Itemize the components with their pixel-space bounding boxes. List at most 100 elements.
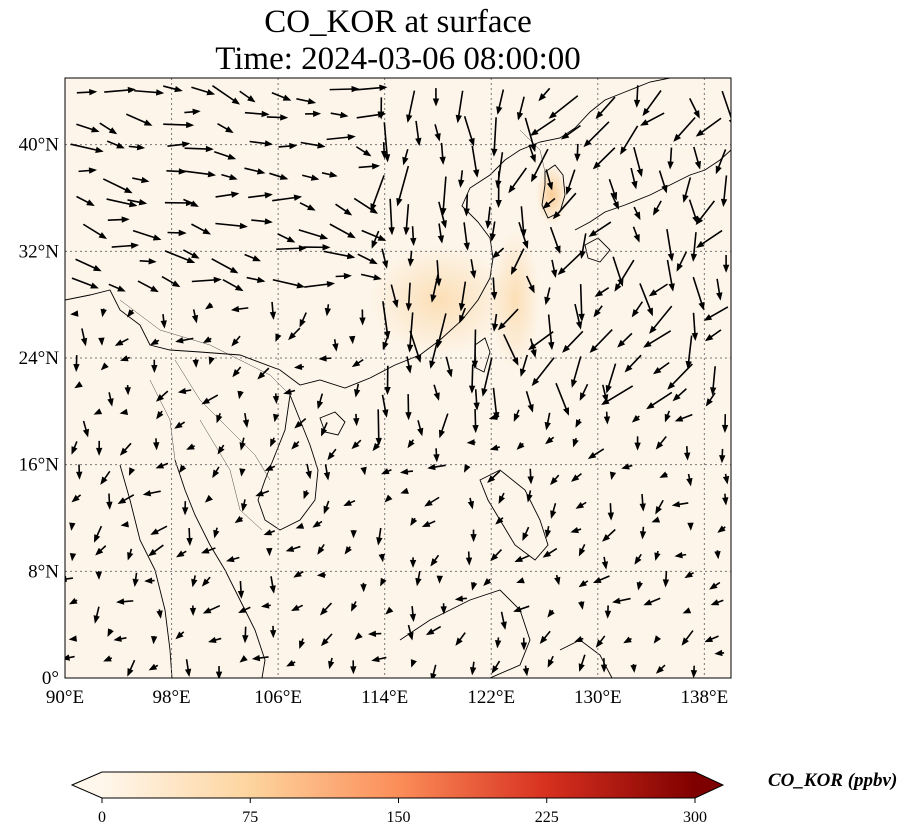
wind-vector-head bbox=[229, 266, 239, 274]
wind-vector-head bbox=[208, 356, 215, 366]
wind-vector-head bbox=[360, 584, 367, 593]
wind-vector-head bbox=[347, 231, 356, 239]
lat-tick-label: 32°N bbox=[19, 241, 60, 262]
wind-vector-head bbox=[720, 198, 728, 208]
wind-vector-head bbox=[646, 402, 655, 410]
wind-vector-head bbox=[239, 655, 248, 663]
wind-vector-head bbox=[407, 631, 414, 641]
wind-vector-head bbox=[100, 308, 107, 318]
wind-vector-head bbox=[149, 338, 159, 346]
wind-vector-head bbox=[232, 368, 240, 378]
wind-vector-head bbox=[348, 335, 356, 345]
wind-vector-head bbox=[436, 575, 443, 584]
wind-vector-head bbox=[317, 546, 325, 555]
wind-vector-head bbox=[429, 360, 436, 369]
wind-vector-head bbox=[531, 173, 538, 183]
wind-vector-head bbox=[230, 305, 240, 313]
wind-vector-head bbox=[495, 516, 504, 525]
wind-vector-head bbox=[178, 229, 187, 237]
wind-vector-head bbox=[603, 416, 611, 425]
colorbar-tick-label: 300 bbox=[683, 809, 707, 826]
wind-vector-head bbox=[639, 531, 647, 540]
wind-vector-head bbox=[231, 97, 241, 105]
wind-vector-head bbox=[490, 553, 499, 562]
lon-tick-label: 122°E bbox=[467, 687, 515, 708]
map-frame bbox=[64, 77, 732, 679]
wind-vector-head bbox=[648, 289, 658, 297]
wind-vector-head bbox=[95, 447, 103, 456]
wind-vector-head bbox=[631, 180, 638, 190]
wind-vector-head bbox=[667, 161, 674, 170]
wind-vector-shaft bbox=[493, 117, 497, 155]
wind-vector-head bbox=[264, 140, 273, 147]
wind-vector-head bbox=[201, 397, 211, 405]
wind-vector-head bbox=[344, 546, 352, 555]
wind-vector-head bbox=[410, 517, 418, 527]
wind-vector-head bbox=[399, 468, 409, 475]
wind-vector-head bbox=[231, 191, 240, 198]
wind-vector-head bbox=[623, 636, 632, 644]
wind-vector-head bbox=[235, 284, 244, 292]
wind-vector-head bbox=[375, 437, 382, 446]
wind-vector-head bbox=[321, 427, 328, 437]
wind-vector-head bbox=[340, 111, 349, 119]
wind-vector-head bbox=[148, 548, 157, 557]
wind-vector-head bbox=[522, 532, 529, 541]
wind-vector-head bbox=[516, 111, 524, 121]
wind-vector-head bbox=[722, 264, 730, 273]
wind-vector-head bbox=[291, 604, 300, 611]
lon-tick-label: 98°E bbox=[152, 687, 190, 708]
wind-vector-head bbox=[90, 126, 100, 133]
wind-vector-head bbox=[216, 414, 223, 424]
wind-vector-head bbox=[270, 438, 277, 448]
wind-vector-head bbox=[242, 419, 250, 428]
wind-vector-head bbox=[362, 149, 372, 157]
wind-vector-head bbox=[405, 412, 412, 421]
wind-vector-head bbox=[522, 667, 530, 677]
wind-vector-head bbox=[89, 88, 98, 96]
wind-vector-head bbox=[481, 388, 488, 397]
wind-vector-head bbox=[604, 610, 612, 619]
wind-vector-head bbox=[208, 636, 217, 644]
wind-vector-head bbox=[539, 635, 548, 645]
wind-vector-head bbox=[643, 599, 652, 606]
wind-vector-head bbox=[430, 294, 437, 303]
wind-vector-head bbox=[138, 199, 148, 206]
wind-vector-head bbox=[463, 208, 470, 217]
wind-vector-head bbox=[440, 606, 447, 615]
wind-vector-head bbox=[108, 127, 118, 135]
wind-vector-head bbox=[293, 194, 303, 201]
wind-vector-head bbox=[204, 494, 213, 503]
wind-vector-head bbox=[312, 520, 321, 528]
wind-vector-head bbox=[693, 110, 700, 119]
wind-vector-head bbox=[376, 537, 383, 546]
wind-vector-head bbox=[269, 585, 276, 594]
wind-vector-head bbox=[378, 553, 385, 563]
wind-vector-head bbox=[465, 557, 473, 566]
wind-vector-head bbox=[634, 556, 642, 565]
lon-tick-labels: 90°E 98°E 106°E 114°E 122°E 130°E 138°E bbox=[46, 687, 728, 708]
lon-tick-label: 130°E bbox=[574, 687, 622, 708]
wind-vector-head bbox=[634, 211, 641, 221]
wind-vector-head bbox=[557, 267, 566, 276]
wind-vector-head bbox=[624, 364, 633, 373]
wind-vector-head bbox=[654, 552, 661, 561]
wind-vector-head bbox=[117, 497, 127, 505]
wind-vector-head bbox=[316, 400, 324, 410]
wind-vector-head bbox=[119, 408, 129, 416]
wind-vector-head bbox=[280, 114, 289, 121]
wind-vector-head bbox=[709, 582, 718, 590]
wind-vector-head bbox=[207, 171, 217, 178]
wind-vector-head bbox=[592, 576, 602, 584]
wind-vector-head bbox=[542, 550, 552, 558]
wind-vector-head bbox=[80, 337, 88, 347]
wind-vector-head bbox=[722, 475, 730, 485]
wind-vector-head bbox=[313, 110, 322, 117]
wind-vector-head bbox=[710, 599, 720, 606]
wind-vector-head bbox=[415, 354, 422, 363]
wind-vector-head bbox=[709, 387, 717, 396]
wind-vector-head bbox=[86, 199, 95, 206]
wind-vector-head bbox=[201, 578, 210, 587]
wind-vector-head bbox=[424, 499, 433, 507]
wind-vector-head bbox=[305, 470, 312, 480]
